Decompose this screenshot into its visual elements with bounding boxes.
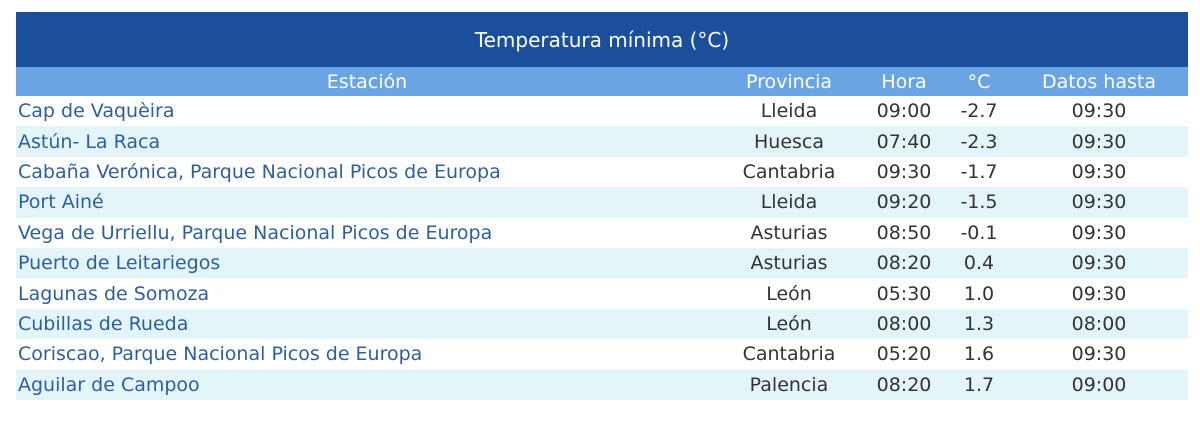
table-cell: Lleida [718,187,860,218]
temperature-table-widget: Temperatura mínima (°C) Estación Provinci… [16,12,1188,400]
table-cell: 09:30 [1010,187,1188,218]
station-cell: Lagunas de Somoza [18,282,210,305]
station-cell: Port Ainé [16,187,718,218]
table-cell: 1.0 [963,282,995,305]
table: Estación Provincia Hora °C Datos hasta Cap d… [16,67,1188,400]
table-cell: 09:30 [1071,100,1127,123]
table-cell: Huesca [718,126,860,157]
table-cell: 09:30 [1071,221,1127,244]
table-body: Cap de Vaquèira Lleida 09:00 -2.7 09:30 Astún… [16,96,1188,400]
station-cell: Coriscao, Parque Nacional Picos de Europ… [18,343,423,366]
table-row: Vega de Urriellu, Parque Nacional Picos … [16,218,1188,248]
table-row: Cabaña Verónica, Parque Nacional Picos d… [16,157,1188,187]
table-cell: -1.5 [948,187,1010,218]
table-cell: -0.1 [960,221,998,244]
table-cell: 05:20 [876,343,932,366]
table-cell: 09:20 [860,187,948,218]
table-cell: 09:30 [1071,160,1127,183]
station-cell: Puerto de Leitariegos [16,247,718,279]
table-cell: 1.7 [948,369,1010,400]
column-header: Datos hasta [1010,67,1188,96]
table-cell: 09:30 [1071,343,1127,366]
table-cell: 09:30 [1010,247,1188,279]
table-cell: 1.3 [948,308,1010,340]
table-cell: 08:50 [876,221,932,244]
column-header: °C [948,67,1010,96]
table-cell: Palencia [718,369,860,400]
table-head: Estación Provincia Hora °C Datos hasta [16,67,1188,96]
table-cell: 08:00 [1010,308,1188,340]
table-cell: Lleida [760,100,818,123]
table-row: Cap de Vaquèira Lleida 09:00 -2.7 09:30 [16,96,1188,126]
table-row: Puerto de Leitariegos Asturias 08:20 0.4 09:… [16,247,1188,279]
table-cell: León [766,282,812,305]
table-row: Astún- La Raca Huesca 07:40 -2.3 09:30 [16,126,1188,157]
table-row: Cubillas de Rueda León 08:00 1.3 08:00 [16,308,1188,340]
table-cell: Asturias [718,247,860,279]
table-cell: 09:00 [1010,369,1188,400]
table-row: Port Ainé Lleida 09:20 -1.5 09:30 [16,187,1188,218]
station-cell: Cap de Vaquèira [18,100,175,123]
table-cell: Cantabria [742,343,836,366]
table-title: Temperatura mínima (°C) [16,12,1188,67]
station-cell: Astún- La Raca [16,126,718,157]
table-cell: 08:20 [860,247,948,279]
table-cell: 09:00 [876,100,932,123]
table-cell: 09:30 [876,160,932,183]
table-cell: -2.3 [948,126,1010,157]
table-row: Coriscao, Parque Nacional Picos de Europ… [16,339,1188,369]
station-cell: Cubillas de Rueda [16,308,718,340]
column-header: Provincia [718,67,860,96]
table-cell: 08:00 [860,308,948,340]
column-header: Estación [16,67,718,96]
table-cell: 05:30 [876,282,932,305]
table-cell: Cantabria [742,160,836,183]
table-cell: León [718,308,860,340]
table-row: Lagunas de Somoza León 05:30 1.0 09:30 [16,278,1188,308]
station-cell: Vega de Urriellu, Parque Nacional Picos … [18,221,493,244]
table-row: Aguilar de Campoo Palencia 08:20 1.7 09:00 [16,369,1188,400]
header-row: Estación Provincia Hora °C Datos hasta [16,67,1188,96]
table-cell: Asturias [750,221,828,244]
table-cell: 08:20 [860,369,948,400]
station-cell: Cabaña Verónica, Parque Nacional Picos d… [18,160,501,183]
table-cell: 09:30 [1010,126,1188,157]
station-cell: Aguilar de Campoo [16,369,718,400]
table-cell: -1.7 [960,160,998,183]
table-cell: 09:30 [1071,282,1127,305]
table-cell: -2.7 [960,100,998,123]
table-cell: 0.4 [948,247,1010,279]
table-cell: 1.6 [963,343,995,366]
column-header: Hora [860,67,948,96]
table-cell: 07:40 [860,126,948,157]
